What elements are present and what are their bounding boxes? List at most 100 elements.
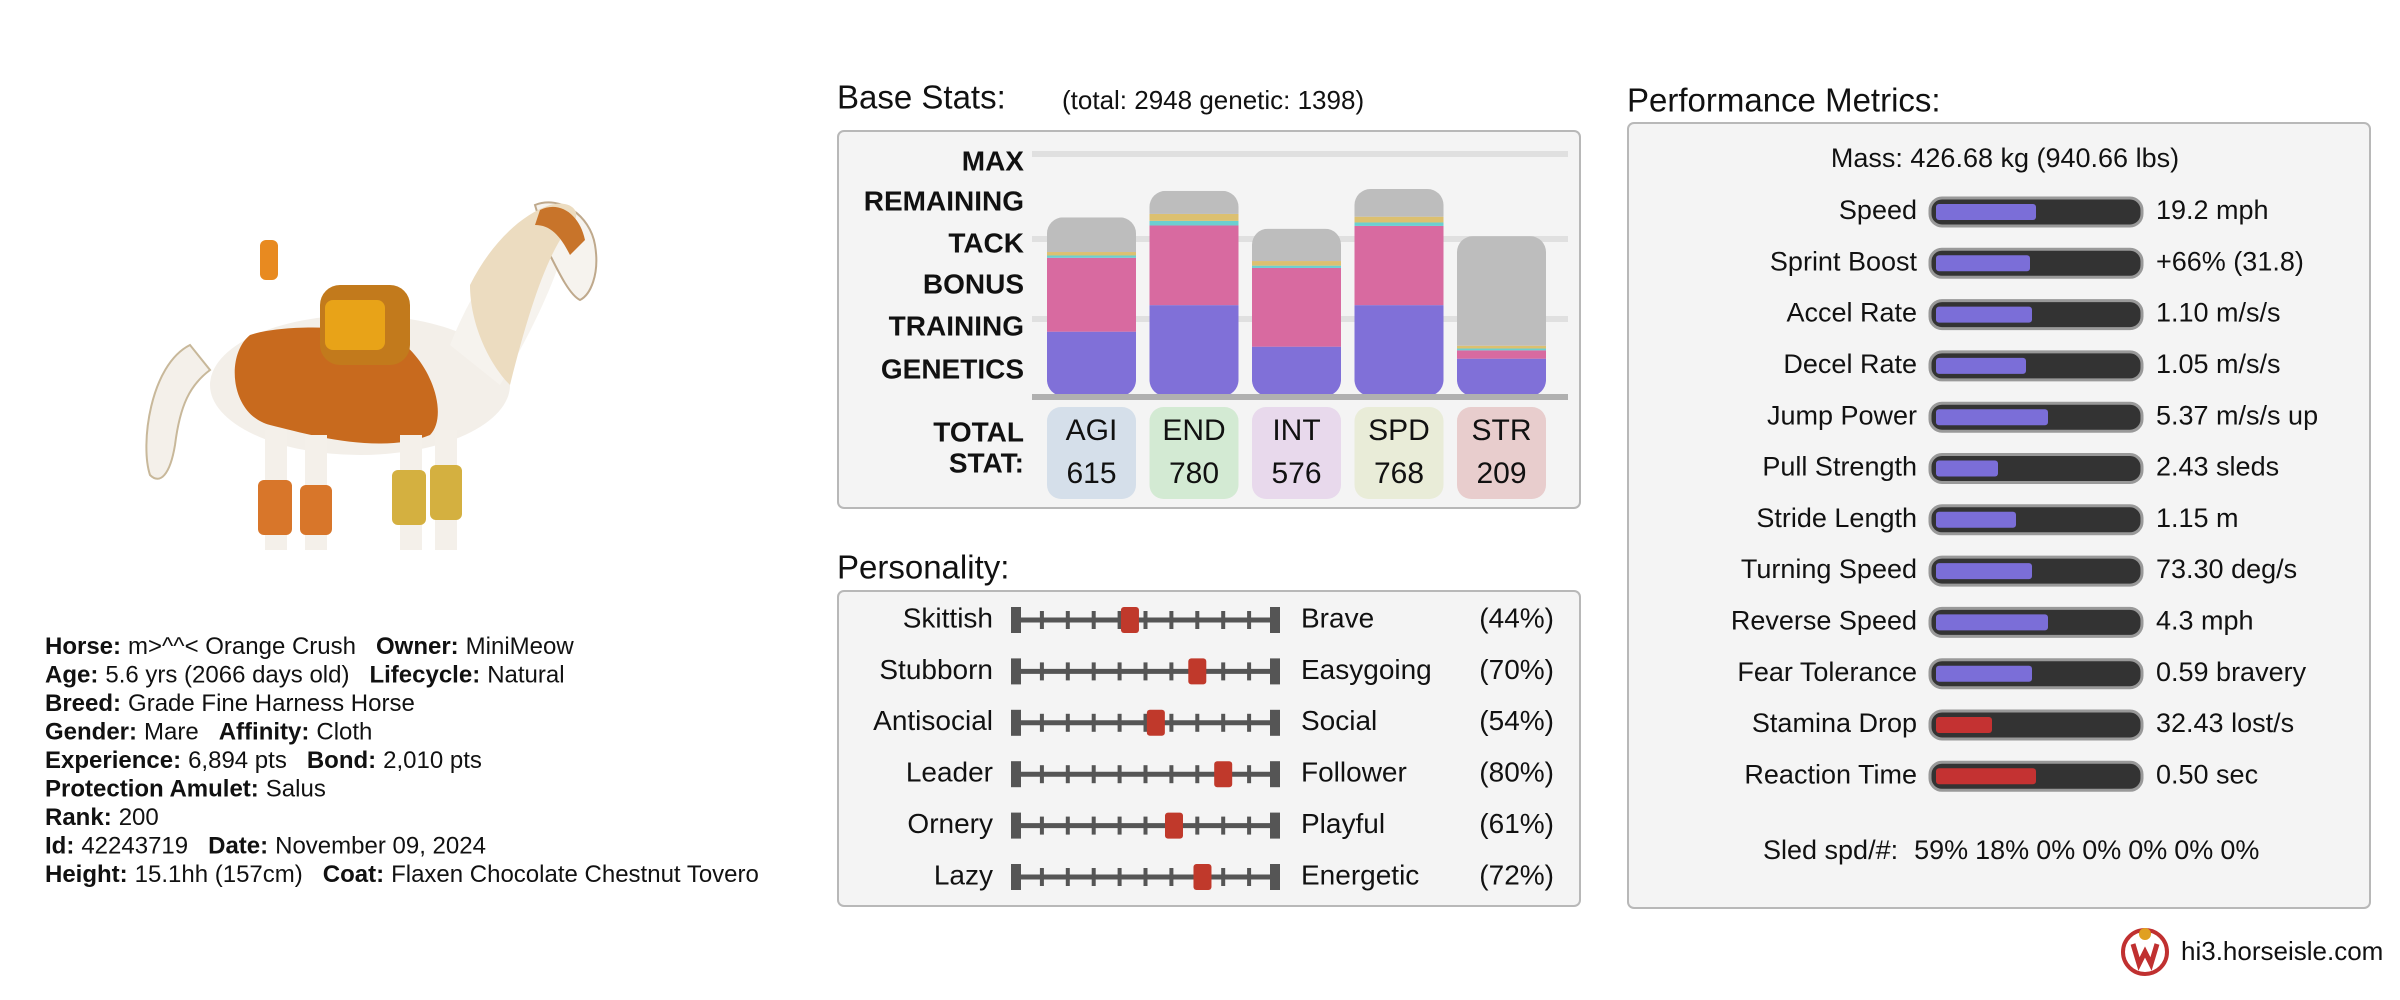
- metric-value: 32.43 lost/s: [2156, 708, 2294, 738]
- trait-left: Lazy: [934, 859, 993, 890]
- slider-tick: [1270, 607, 1280, 633]
- metric-bar-fill: [1936, 409, 2048, 426]
- chart-subtitle: (total: 2948 genetic: 1398): [1062, 85, 1364, 115]
- slider-tick: [1039, 816, 1044, 835]
- info-label: Protection Amulet:: [45, 776, 259, 803]
- info-line: Age: 5.6 yrs (2066 days old) Lifecycle: Nat…: [45, 662, 565, 689]
- info-line: Breed: Grade Fine Harness Horse: [45, 690, 415, 717]
- info-label: Breed:: [45, 690, 121, 717]
- legend-label: TRAINING: [889, 310, 1024, 341]
- slider-tick: [1221, 868, 1226, 886]
- bar-segment: [1149, 213, 1239, 221]
- sled-value: 0%: [2220, 835, 2259, 865]
- slider-tick: [1270, 864, 1280, 890]
- bar-segment: [1457, 358, 1546, 394]
- section-title: Performance Metrics:: [1627, 82, 1941, 119]
- info-value: Natural: [487, 662, 564, 689]
- metric-label: Accel Rate: [1786, 298, 1917, 328]
- metric-value: 73.30 deg/s: [2156, 554, 2297, 584]
- info-value: 42243719: [81, 833, 188, 860]
- trait-left: Stubborn: [879, 654, 993, 685]
- stat-box: [1047, 407, 1136, 499]
- slider-tick: [1247, 611, 1252, 629]
- info-value: 6,894 pts: [188, 747, 287, 774]
- stat-total: 768: [1374, 457, 1424, 490]
- stat-name: SPD: [1368, 414, 1430, 447]
- trait-percent: (80%): [1479, 757, 1554, 788]
- slider-tick: [1039, 868, 1044, 886]
- metric-bar-fill: [1936, 665, 2032, 682]
- info-label: Horse:: [45, 633, 121, 660]
- info-value: m>^^< Orange Crush: [128, 633, 356, 660]
- slider-tick: [1065, 765, 1070, 784]
- metric-bar-fill: [1936, 717, 1992, 733]
- stat-bar: [1354, 189, 1444, 394]
- mass: Mass: 426.68 kg (940.66 lbs): [1831, 143, 2179, 173]
- bar-segment: [1354, 222, 1444, 226]
- trait-right: Brave: [1301, 602, 1374, 633]
- stat-name: STR: [1472, 414, 1532, 447]
- slider-tick: [1195, 816, 1200, 835]
- metric-value: 1.15 m: [2156, 503, 2239, 533]
- info-line: Rank: 200: [45, 804, 159, 831]
- slider-tick: [1195, 713, 1200, 732]
- metric-bar-fill: [1936, 768, 2036, 785]
- info-label: Id:: [45, 833, 74, 860]
- slider-tick: [1169, 868, 1174, 886]
- info-line: Id: 42243719 Date: November 09, 2024: [45, 833, 486, 860]
- metric-label: Decel Rate: [1783, 349, 1917, 379]
- metric-label: Pull Strength: [1762, 452, 1917, 482]
- chart-title: Base Stats:: [837, 79, 1006, 116]
- info-label: Experience:: [45, 747, 181, 774]
- metric-bar-fill: [1936, 511, 2016, 528]
- metric-value: 0.50 sec: [2156, 759, 2258, 789]
- slider-marker: [1164, 812, 1183, 839]
- stat-box: [1354, 407, 1444, 499]
- slider-tick: [1247, 816, 1252, 835]
- legend-max: MAX: [962, 145, 1025, 176]
- slider-tick: [1221, 713, 1226, 732]
- slider-tick: [1091, 662, 1096, 681]
- info-value: 15.1hh (157cm): [135, 861, 303, 888]
- metric-bar-fill: [1936, 614, 2048, 631]
- slider-tick: [1143, 611, 1148, 629]
- metric-bar-fill: [1936, 204, 2036, 220]
- bar-segment: [1354, 189, 1444, 217]
- stat-total: 615: [1066, 457, 1116, 490]
- info-line: Experience: 6,894 pts Bond: 2,010 pts: [45, 747, 482, 774]
- info-label: Owner:: [376, 633, 459, 660]
- stat-bar: [1457, 236, 1546, 394]
- info-label: Coat:: [323, 861, 384, 888]
- trait-percent: (54%): [1479, 705, 1554, 736]
- info-line: Protection Amulet: Salus: [45, 776, 326, 803]
- slider-tick: [1039, 765, 1044, 784]
- slider-tick: [1169, 713, 1174, 732]
- slider-tick: [1270, 709, 1280, 736]
- metric-value: 5.37 m/s/s up: [2156, 400, 2318, 430]
- metric-label: Jump Power: [1767, 400, 1917, 430]
- slider-tick: [1065, 611, 1070, 629]
- slider-marker: [1146, 709, 1165, 736]
- trait-left: Skittish: [903, 602, 993, 633]
- stat-bar: [1149, 190, 1239, 394]
- legend-label: BONUS: [923, 268, 1024, 299]
- bar-segment: [1047, 331, 1136, 394]
- metric-label: Stamina Drop: [1752, 708, 1917, 738]
- bar-segment: [1149, 190, 1239, 214]
- info-label: Height:: [45, 861, 128, 888]
- metric-label: Fear Tolerance: [1737, 657, 1917, 687]
- trait-percent: (61%): [1479, 808, 1554, 839]
- trait-percent: (72%): [1479, 859, 1554, 890]
- bar-segment: [1354, 225, 1444, 306]
- slider-tick: [1143, 868, 1148, 886]
- bar-segment: [1047, 217, 1136, 253]
- slider-tick: [1117, 611, 1122, 629]
- bar-segment: [1252, 265, 1341, 268]
- stat-total: 209: [1476, 457, 1526, 490]
- site-logo: [2121, 928, 2169, 976]
- slider-tick: [1117, 713, 1122, 732]
- bar-segment: [1252, 346, 1341, 394]
- trait-right: Playful: [1301, 808, 1385, 839]
- slider-tick: [1091, 868, 1096, 886]
- stat-box: [1252, 407, 1341, 499]
